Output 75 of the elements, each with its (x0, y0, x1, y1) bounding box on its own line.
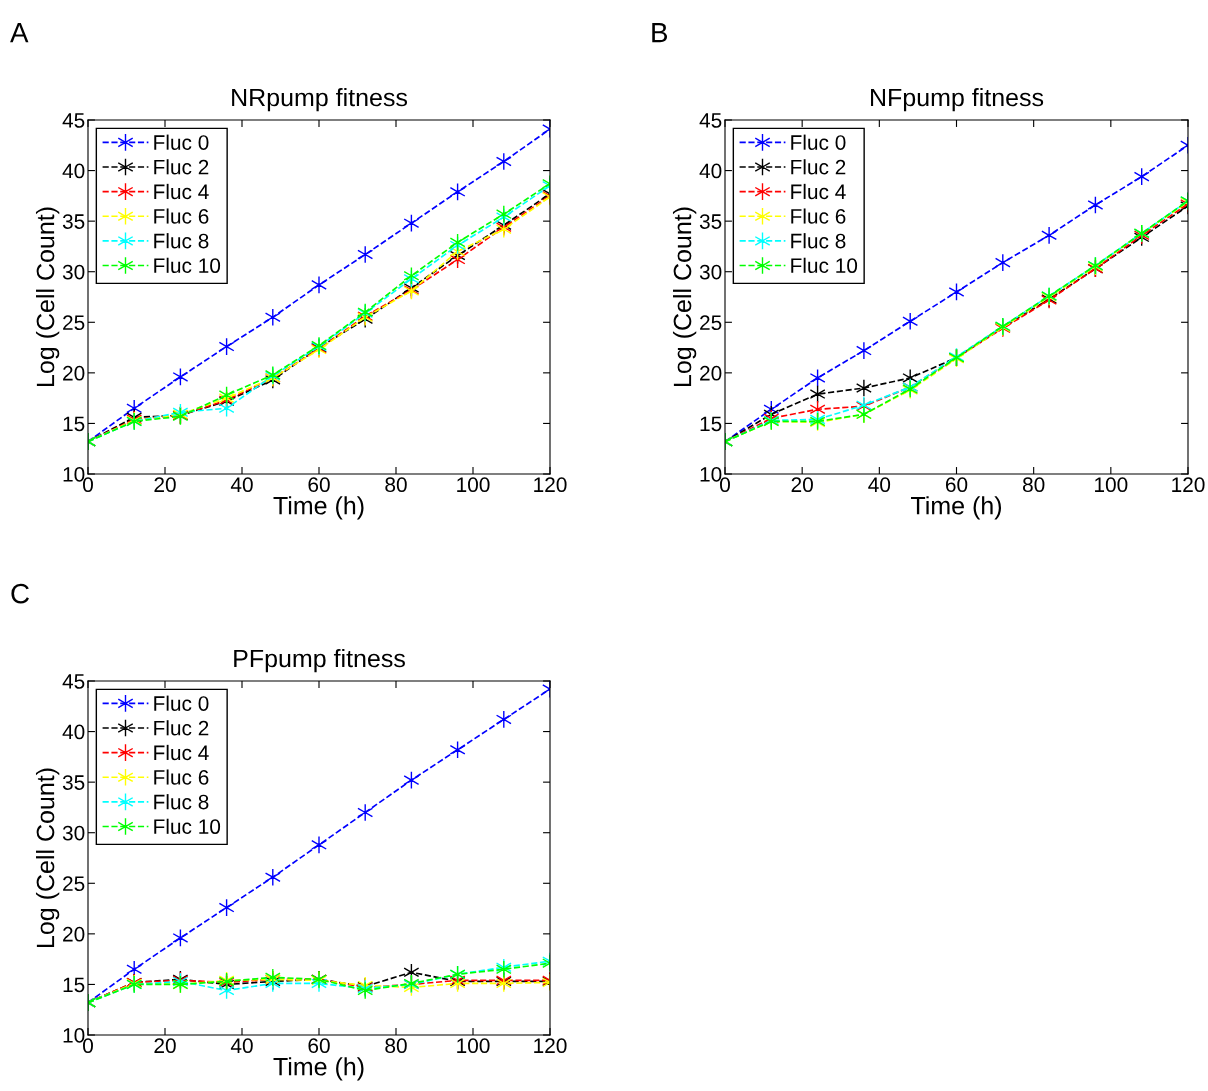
y-tick-label: 30 (699, 264, 722, 280)
text: A (10, 23, 29, 43)
y-tick-label: 15 (63, 416, 85, 432)
y-axis-title: Log (Cell Count) (672, 207, 697, 386)
text: B (652, 23, 668, 43)
y-tick-label: 40 (62, 724, 85, 740)
legend-label: Fluc 8 (154, 794, 209, 810)
y-tick-label: 35 (62, 214, 85, 229)
x-tick-label: 0 (83, 1038, 93, 1054)
y-tick-label: 45 (62, 113, 85, 128)
y-tick-label: 45 (62, 674, 85, 689)
y-tick-label: 30 (62, 825, 85, 841)
y-tick-label: 20 (63, 926, 85, 942)
chart-title: PFpump fitness (234, 648, 405, 673)
y-tick-label: 25 (63, 876, 85, 892)
y-tick-label: 35 (62, 775, 85, 790)
x-tick-label: 20 (154, 1038, 176, 1054)
legend-label: Fluc 10 (154, 257, 221, 274)
legend-label: Fluc 10 (791, 257, 858, 274)
x-tick-label: 60 (308, 1038, 330, 1054)
y-tick-label: 10 (63, 1028, 85, 1043)
y-tick-label: 40 (62, 163, 85, 179)
legend-label: Fluc 4 (154, 183, 209, 200)
y-tick-label: 20 (63, 365, 85, 381)
legend-label: Fluc 2 (154, 159, 209, 175)
x-tick-label: 0 (83, 477, 93, 493)
chart-title: NFpump fitness (871, 87, 1044, 112)
x-tick-label: 120 (1172, 477, 1205, 493)
x-tick-label: 20 (154, 477, 176, 493)
y-tick-label: 10 (700, 467, 722, 482)
y-tick-label: 45 (699, 113, 722, 128)
legend-label: Fluc 2 (791, 159, 846, 175)
x-tick-label: 60 (945, 477, 968, 493)
x-tick-label: 120 (534, 477, 567, 493)
y-tick-label: 25 (700, 315, 722, 331)
legend-label: Fluc 4 (791, 183, 846, 200)
y-tick-label: 25 (63, 315, 85, 331)
x-axis-title: Time (h) (273, 496, 364, 520)
x-tick-label: 100 (457, 1038, 490, 1054)
legend-label: Fluc 0 (791, 134, 846, 150)
legend-label: Fluc 4 (154, 744, 209, 761)
x-tick-label: 40 (230, 1038, 253, 1054)
legend-label: Fluc 2 (154, 720, 209, 736)
text: C (11, 583, 29, 604)
legend-label: Fluc 6 (791, 208, 846, 224)
x-tick-label: 40 (230, 477, 253, 493)
y-tick-label: 10 (63, 467, 85, 482)
y-tick-label: 20 (700, 365, 722, 381)
y-tick-label: 40 (699, 163, 722, 179)
legend-label: Fluc 8 (154, 233, 209, 249)
y-tick-label: 15 (63, 977, 85, 993)
x-tick-label: 40 (868, 477, 891, 493)
legend-label: Fluc 10 (154, 818, 221, 835)
x-tick-label: 20 (791, 477, 813, 493)
x-tick-label: 60 (308, 477, 330, 493)
y-tick-label: 30 (62, 264, 85, 280)
x-tick-label: 80 (1022, 477, 1045, 493)
chart-title: NRpump fitness (232, 87, 408, 112)
y-tick-label: 15 (700, 416, 722, 432)
x-axis-title: Time (h) (273, 1057, 364, 1081)
legend-label: Fluc 0 (154, 134, 209, 150)
x-tick-label: 100 (457, 477, 490, 493)
x-tick-label: 100 (1095, 477, 1128, 493)
y-axis-title: Log (Cell Count) (35, 768, 60, 947)
y-tick-label: 35 (699, 214, 722, 229)
x-tick-label: 120 (534, 1038, 567, 1054)
x-axis-title: Time (h) (911, 496, 1002, 520)
x-tick-label: 0 (720, 477, 730, 493)
legend-label: Fluc 0 (154, 695, 209, 711)
x-tick-label: 80 (385, 477, 407, 493)
legend-label: Fluc 8 (791, 233, 846, 249)
x-tick-label: 80 (385, 1038, 407, 1054)
legend-label: Fluc 6 (154, 208, 209, 224)
y-axis-title: Log (Cell Count) (35, 207, 60, 386)
legend-label: Fluc 6 (154, 769, 209, 785)
